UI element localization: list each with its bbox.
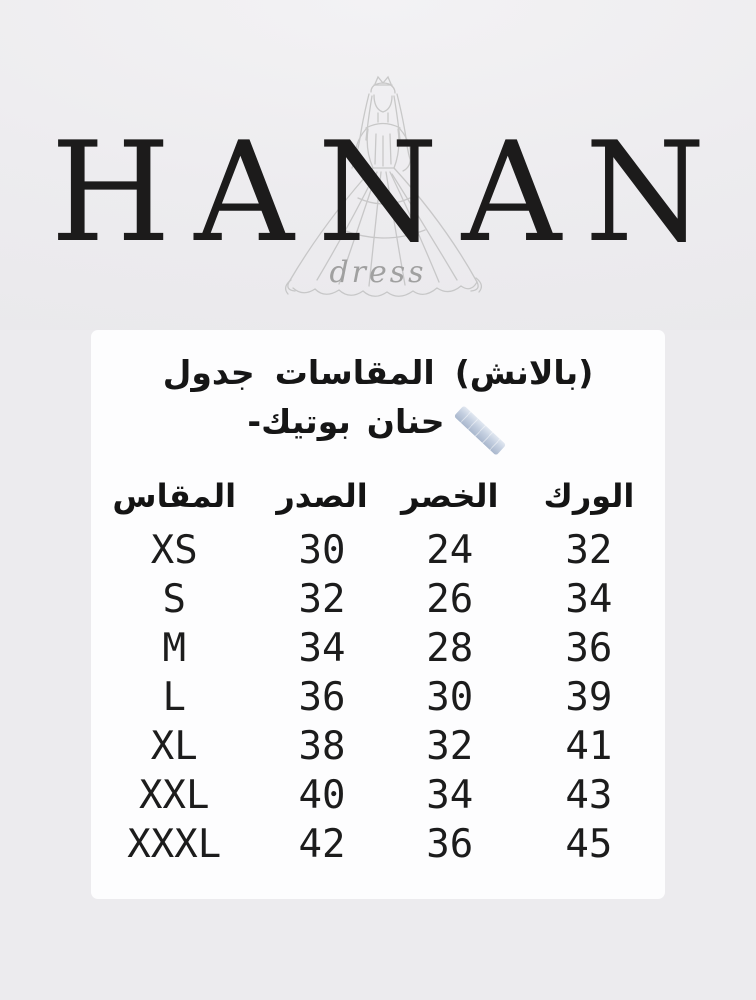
chest-cell: 32	[298, 577, 346, 622]
boutique-word: حنان	[366, 402, 445, 441]
brand-header: HANAN dress	[0, 0, 756, 330]
brand-wordmark: HANAN	[50, 112, 729, 273]
size-chart-card: جدول المقاسات (بالانش) -بوتيك حنان المقا…	[91, 330, 665, 899]
waist-cell: 32	[426, 724, 474, 769]
column-header-waist: الخصر	[400, 477, 499, 515]
column-header-chest: الصدر	[276, 477, 368, 515]
size-cell: S	[162, 577, 186, 622]
chest-cell: 40	[298, 773, 346, 818]
chart-title: جدول المقاسات (بالانش)	[91, 350, 665, 395]
ruler-icon	[453, 405, 506, 456]
column-header-hip: الورك	[543, 477, 635, 515]
table-row: L 36 30 39	[91, 673, 665, 722]
brand-subtitle: dress	[329, 255, 427, 290]
table-row: M 34 28 36	[91, 624, 665, 673]
chart-title-word: المقاسات	[274, 353, 435, 392]
size-cell: M	[162, 626, 186, 671]
size-cell: XL	[150, 724, 198, 769]
table-row: XL 38 32 41	[91, 722, 665, 771]
chart-title-word: (بالانش)	[454, 353, 594, 392]
size-cell: L	[162, 675, 186, 720]
size-cell: XXL	[139, 773, 210, 818]
waist-cell: 26	[426, 577, 474, 622]
chest-cell: 38	[298, 724, 346, 769]
hip-cell: 45	[565, 822, 613, 867]
hip-cell: 34	[565, 577, 613, 622]
waist-cell: 28	[426, 626, 474, 671]
boutique-word: -بوتيك	[247, 402, 351, 441]
boutique-line: -بوتيك حنان	[91, 399, 665, 456]
table-row: XXXL 42 36 45	[91, 820, 665, 869]
column-header-size: المقاس	[112, 477, 237, 515]
waist-cell: 36	[426, 822, 474, 867]
waist-cell: 30	[426, 675, 474, 720]
table-row: XS 30 24 32	[91, 526, 665, 575]
hip-cell: 39	[565, 675, 613, 720]
table-row: S 32 26 34	[91, 575, 665, 624]
hip-cell: 36	[565, 626, 613, 671]
hip-cell: 41	[565, 724, 613, 769]
hip-cell: 43	[565, 773, 613, 818]
chest-cell: 36	[298, 675, 346, 720]
table-row: XXL 40 34 43	[91, 771, 665, 820]
chest-cell: 42	[298, 822, 346, 867]
ballgown-sketch-icon	[284, 75, 483, 297]
size-chart-page: HANAN dress جدول المقاسات (بالانش) -بوتي…	[0, 0, 756, 899]
chest-cell: 34	[298, 626, 346, 671]
chest-cell: 30	[298, 528, 346, 573]
size-table: المقاس الصدر الخصر الورك XS 30 24 32 S 3…	[91, 470, 665, 869]
hip-cell: 32	[565, 528, 613, 573]
waist-cell: 24	[426, 528, 474, 573]
size-cell: XS	[150, 528, 198, 573]
size-cell: XXXL	[127, 822, 222, 867]
waist-cell: 34	[426, 773, 474, 818]
size-table-body: XS 30 24 32 S 32 26 34 M 34 28 36 L 36 3…	[91, 526, 665, 869]
size-table-header: المقاس الصدر الخصر الورك	[91, 470, 665, 522]
chart-title-word: جدول	[162, 353, 255, 392]
